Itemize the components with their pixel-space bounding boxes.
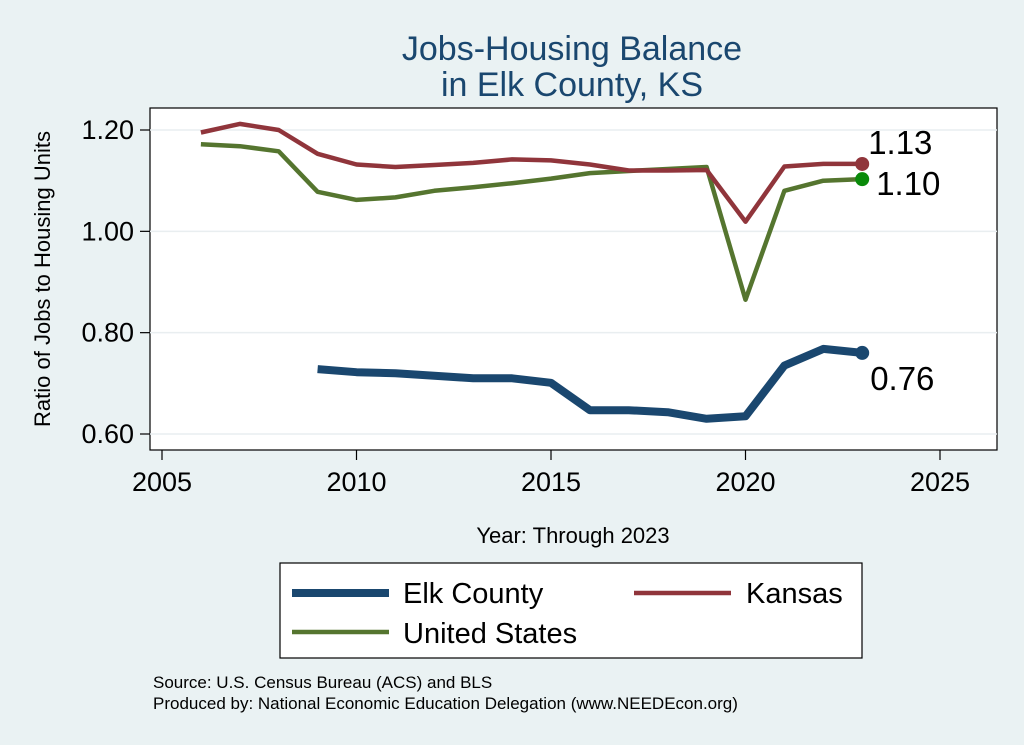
x-tick-label-3: 2020 — [715, 467, 775, 497]
series-line-kansas — [200, 121, 863, 224]
y-axis-title: Ratio of Jobs to Housing Units — [30, 131, 55, 427]
series-line-elk-county — [317, 344, 863, 423]
x-tick-label-0: 2005 — [132, 467, 192, 497]
y-tick-label-0: 0.60 — [81, 419, 134, 449]
end-label-elk-county: 0.76 — [870, 360, 934, 397]
end-label-kansas: 1.13 — [868, 124, 932, 161]
end-marker-united-states — [855, 172, 870, 187]
legend-label-united-states: United States — [403, 618, 577, 650]
chart-title-line-2: in Elk County, KS — [441, 66, 703, 104]
end-label-united-states: 1.10 — [876, 165, 940, 202]
end-marker-kansas — [855, 156, 870, 171]
gridlines — [150, 129, 997, 435]
x-axis-title: Year: Through 2023 — [476, 523, 669, 548]
y-tick-label-2: 1.00 — [81, 216, 134, 246]
chart-title-line-1: Jobs-Housing Balance — [402, 30, 742, 68]
x-tick-label-2: 2015 — [521, 467, 581, 497]
x-axis-ticks: 2005 2010 2015 2020 2025 — [132, 450, 970, 497]
y-axis-ticks: 0.60 0.80 1.00 1.20 — [81, 115, 150, 449]
x-tick-label-1: 2010 — [326, 467, 386, 497]
source-note: Source: U.S. Census Bureau (ACS) and BLS — [153, 673, 492, 692]
legend-box — [279, 562, 863, 659]
y-tick-label-1: 0.80 — [81, 318, 134, 348]
series-line-united-states — [200, 141, 863, 302]
series-lines: 0.76 1.13 1.10 — [200, 121, 940, 423]
producer-note: Produced by: National Economic Education… — [153, 694, 738, 713]
x-tick-label-4: 2025 — [910, 467, 970, 497]
end-marker-elk-county — [855, 345, 870, 360]
legend-label-kansas: Kansas — [746, 578, 843, 610]
legend-label-elk-county: Elk County — [403, 578, 544, 610]
y-tick-label-3: 1.20 — [81, 115, 134, 145]
